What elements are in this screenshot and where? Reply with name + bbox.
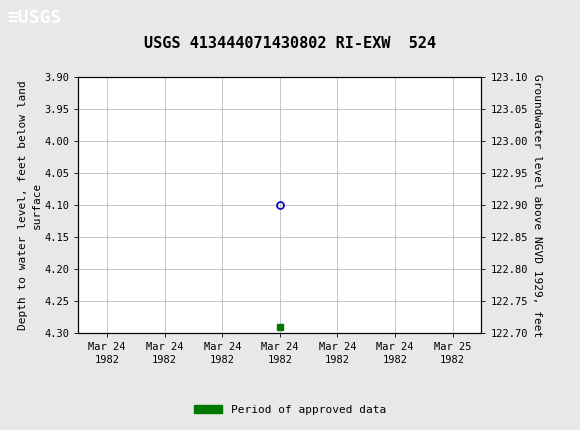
Y-axis label: Groundwater level above NGVD 1929, feet: Groundwater level above NGVD 1929, feet xyxy=(532,74,542,337)
Text: ≡USGS: ≡USGS xyxy=(7,9,61,27)
Y-axis label: Depth to water level, feet below land
surface: Depth to water level, feet below land su… xyxy=(19,80,42,330)
Legend: Period of approved data: Period of approved data xyxy=(190,400,390,419)
Text: USGS 413444071430802 RI-EXW  524: USGS 413444071430802 RI-EXW 524 xyxy=(144,36,436,51)
